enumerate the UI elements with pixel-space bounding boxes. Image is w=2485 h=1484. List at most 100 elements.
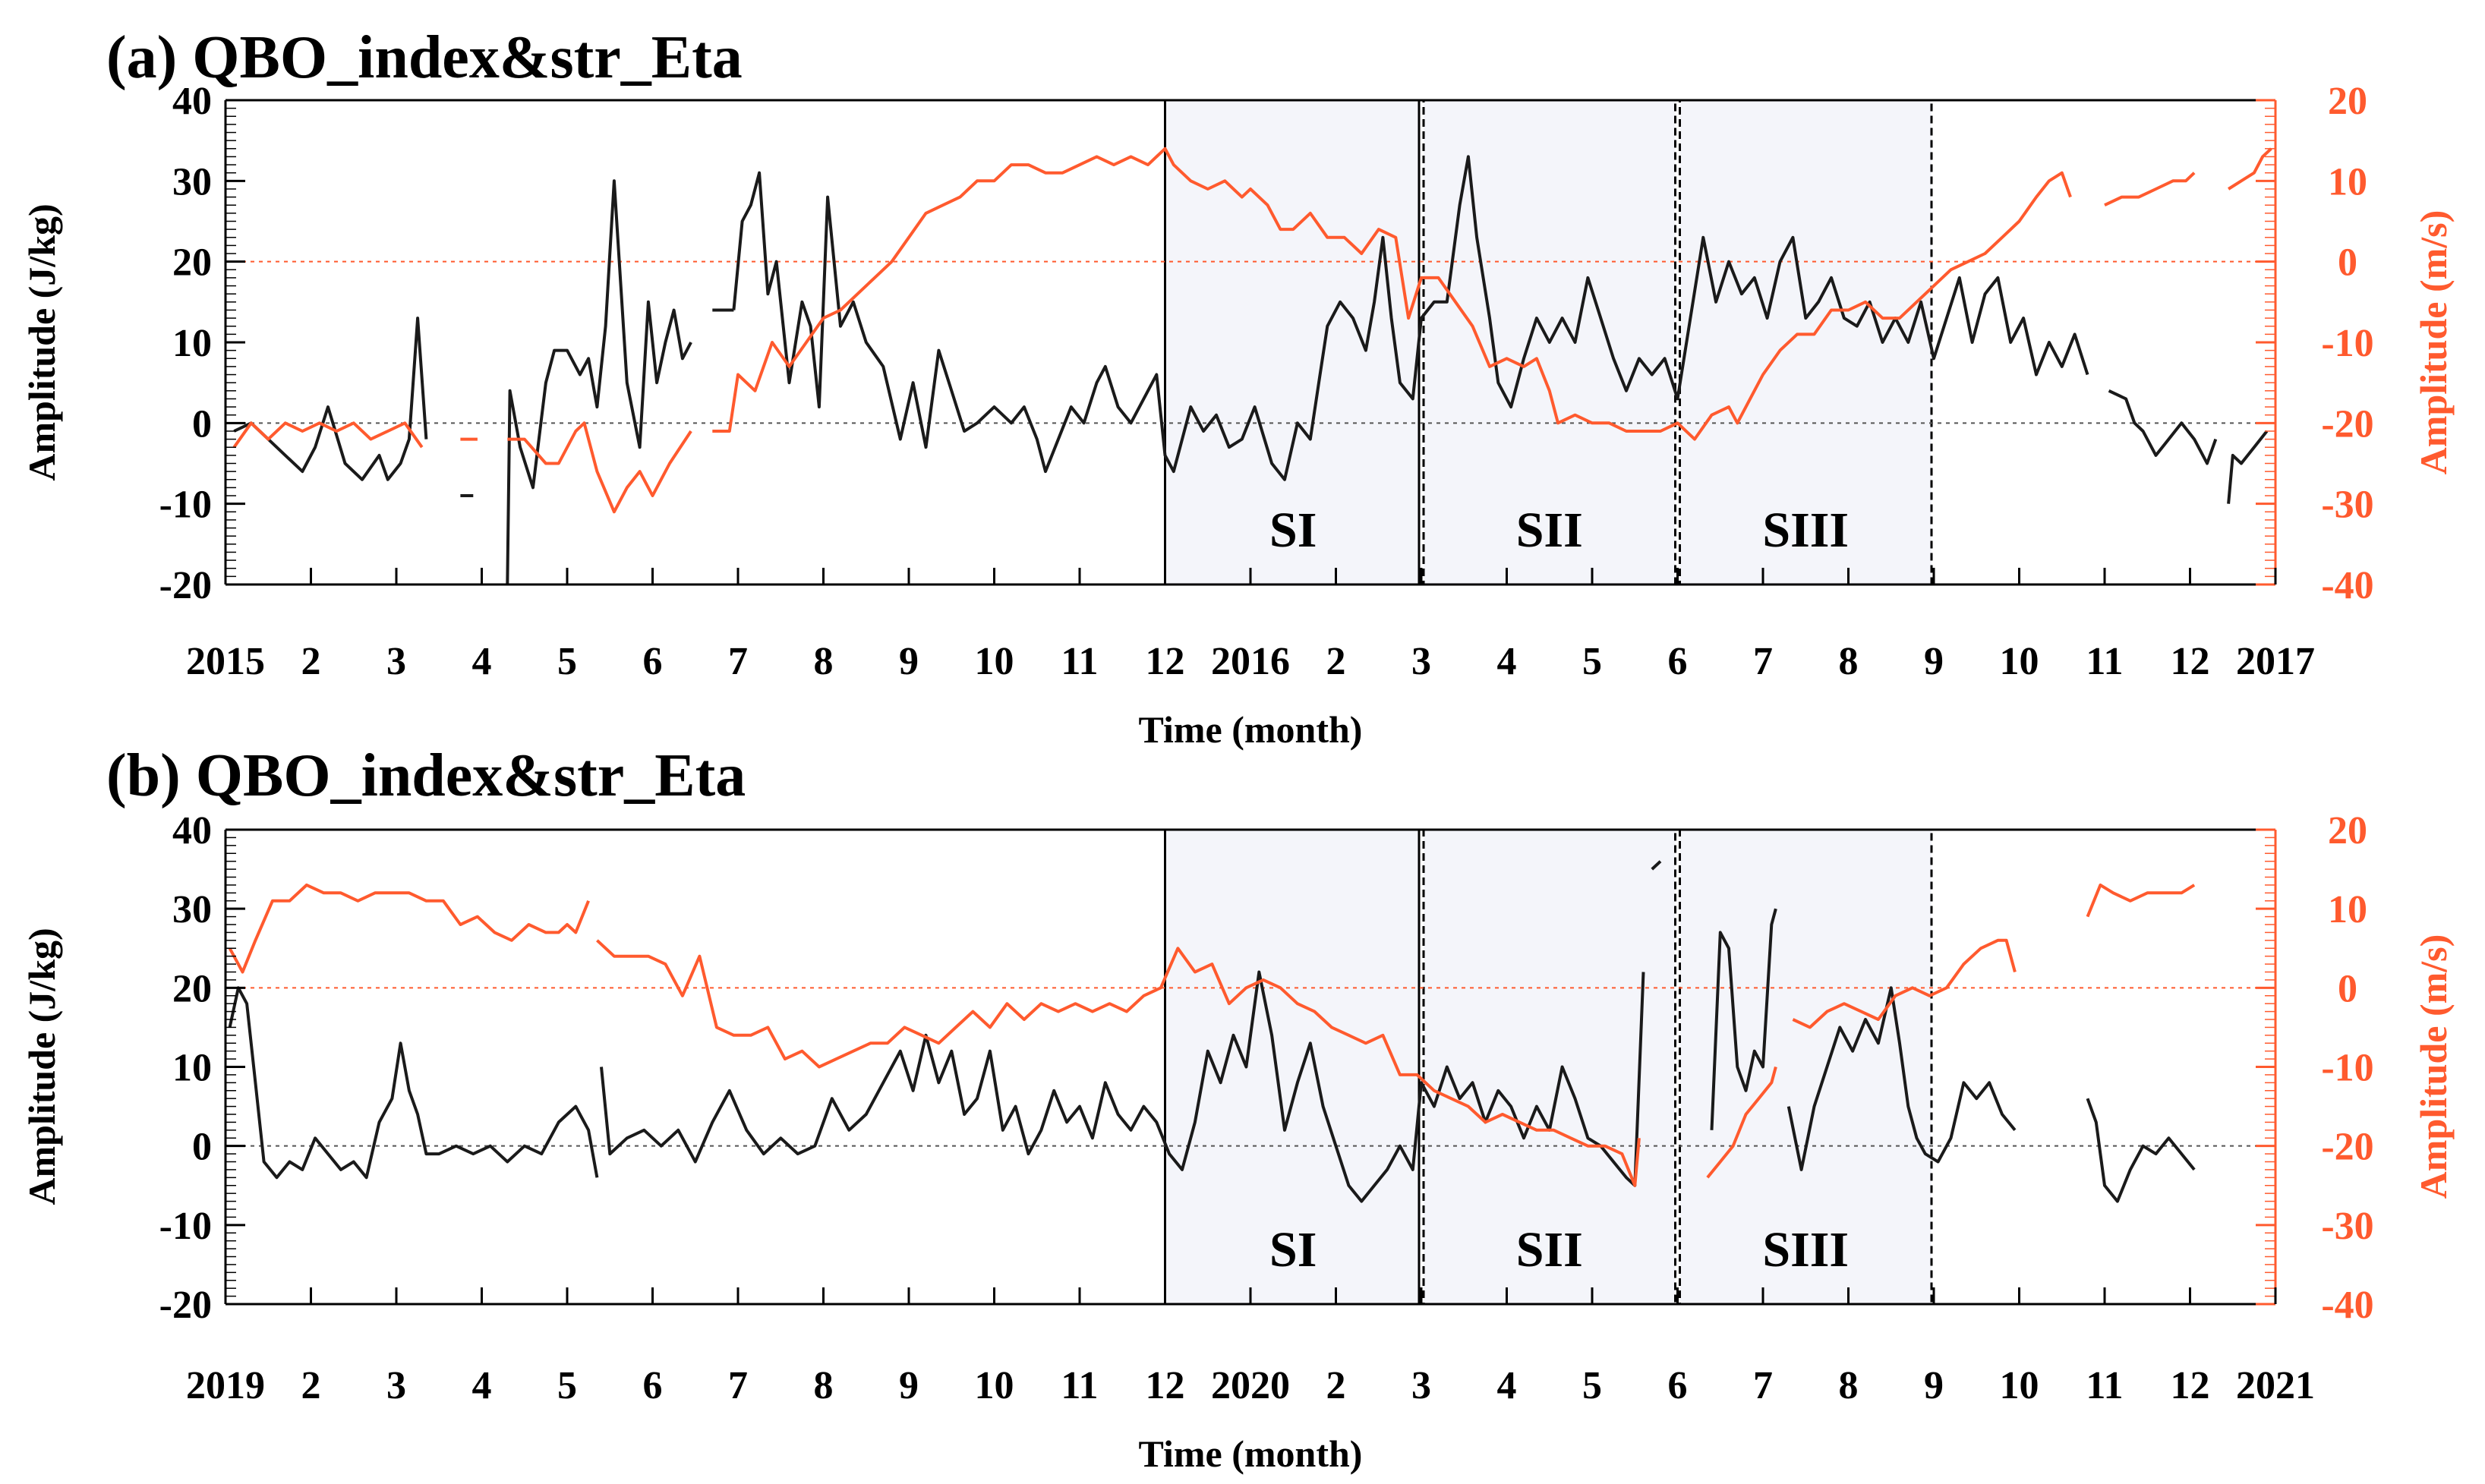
qbo-index-line-segment-4 [712,147,2072,441]
y-tick-label-left: 30 [172,160,212,203]
x-tick-label: 3 [1411,640,1431,683]
y-tick-label-left: 10 [172,1047,212,1090]
x-tick-label: 12 [1146,1364,1185,1407]
x-tick-label: 12 [2171,640,2210,683]
x-tick-label: 5 [557,1364,577,1407]
x-tick-label: 2 [301,640,321,683]
x-tick-label: 5 [1582,640,1602,683]
qbo-index-line-segment-1 [232,421,424,449]
y-tick-label-right: -20 [2321,402,2373,446]
qbo-index-line-segment-5 [2104,172,2196,207]
x-tick-label: 8 [814,640,834,683]
x-tick-label: 4 [472,1364,492,1407]
x-tick-label: 11 [2086,640,2123,683]
x-tick-label: 10 [2000,1364,2039,1407]
stage-label-si: SI [1269,1222,1317,1278]
x-tick-label: 2015 [186,640,265,683]
y-tick-label-right: 10 [2328,160,2367,203]
eta-series-line-segment-6 [2108,389,2218,465]
panel-a: SI SII SIII 40 30 20 10 0 -10 -20 20 10 0 -10 -20 -30 -4… [20,24,2455,751]
eta-series-line-segment-5 [1786,986,2017,1171]
y-tick-label-left: 20 [172,967,212,1010]
eta-series-line-segment-7 [2227,430,2269,504]
x-tick-label: 2020 [1211,1364,1290,1407]
qbo-index-line-segment-1 [228,883,590,974]
y-tick-label-left: 30 [172,888,212,931]
y-tick-label-right: -20 [2321,1126,2373,1169]
x-tick-label: 3 [386,1364,406,1407]
qbo-index-line-segment-6 [2228,147,2272,191]
panel-title: (b) QBO_index&str_Eta [106,742,746,809]
stage-box-siii [1679,828,1933,1306]
x-tick-label: 6 [1668,640,1688,683]
y-tick-label-left: -10 [159,484,212,527]
stage-label-si: SI [1269,503,1317,558]
x-tick-label: 6 [643,640,663,683]
y-tick-label-left: 0 [192,402,212,446]
stage-label-sii: SII [1516,1222,1583,1278]
y-tick-label-right: -30 [2321,484,2373,527]
x-tick-label: 9 [1924,640,1944,683]
eta-series-line-segment-4 [1710,908,1777,1130]
y-axis-title-right: Amplitude (m/s) [2412,210,2455,475]
x-tick-label: 9 [899,1364,919,1407]
x-tick-label: 8 [814,1364,834,1407]
y-tick-label-right: 10 [2328,888,2367,931]
eta-series-line-segment-1 [233,317,428,481]
x-tick-label: 10 [975,1364,1014,1407]
y-tick-label-right: 20 [2328,80,2367,123]
y-tick-label-right: -10 [2321,322,2373,365]
x-tick-label: 7 [728,640,748,683]
qbo-index-line-segment-4 [1792,938,2017,1029]
y-tick-label-left: 10 [172,322,212,365]
y-tick-label-left: -10 [159,1205,212,1248]
y-tick-label-right: 20 [2328,809,2367,852]
eta-series-line-segment-2 [600,970,1645,1203]
x-tick-label: 10 [2000,640,2039,683]
y-tick-label-right: 0 [2338,241,2357,285]
eta-series-line-segment-3 [1651,860,1662,871]
y-tick-label-right: -40 [2321,564,2373,607]
y-tick-label-left: 0 [192,1126,212,1169]
x-tick-label: 2 [1326,640,1346,683]
x-tick-label: 8 [1839,640,1859,683]
y-tick-label-right: -40 [2321,1284,2373,1327]
x-tick-label: 5 [1582,1364,1602,1407]
x-axis-title: Time (month) [1139,708,1363,751]
y-tick-label-right: -30 [2321,1205,2373,1248]
x-tick-label: 8 [1839,1364,1859,1407]
x-tick-label: 3 [386,640,406,683]
x-tick-label: 4 [1497,1364,1517,1407]
x-tick-label: 7 [1753,640,1773,683]
x-tick-label: 11 [1061,1364,1098,1407]
x-tick-label: 3 [1411,1364,1431,1407]
eta-series-line-segment-1 [228,986,599,1180]
x-tick-label: 2017 [2236,640,2315,683]
qbo-index-line-segment-3 [1706,1066,1777,1179]
x-tick-label: 6 [1668,1364,1688,1407]
y-axis-title-right: Amplitude (m/s) [2412,934,2455,1199]
x-tick-label: 10 [975,640,1014,683]
x-tick-label: 4 [472,640,492,683]
qbo-index-line-segment-5 [2086,883,2196,918]
stage-box-si [1164,99,1421,586]
panel-b: SI SII SIII 40 30 20 10 0 -10 -20 20 10 0 -10 -20 -30 -4… [20,742,2455,1475]
x-tick-label: 11 [1061,640,1098,683]
y-tick-label-right: 0 [2338,967,2357,1010]
x-tick-label: 9 [1924,1364,1944,1407]
x-tick-label: 2 [1326,1364,1346,1407]
qbo-index-line-segment-2 [596,939,1641,1187]
x-tick-label: 9 [899,640,919,683]
x-tick-label: 5 [557,640,577,683]
y-tick-label-left: -20 [159,1284,212,1327]
y-tick-label-right: -10 [2321,1047,2373,1090]
eta-series-line-segment-6 [2086,1098,2196,1203]
eta-series-line-segment-5 [732,155,2089,481]
y-tick-label-left: 40 [172,809,212,852]
panel-title: (a) QBO_index&str_Eta [106,24,743,91]
stage-label-sii: SII [1516,503,1583,558]
x-tick-label: 6 [643,1364,663,1407]
stage-label-siii: SIII [1762,503,1849,558]
x-axis-title: Time (month) [1139,1432,1363,1475]
